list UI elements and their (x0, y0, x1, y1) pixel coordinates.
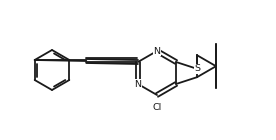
Text: S: S (194, 64, 200, 73)
Text: N: N (134, 80, 141, 88)
Text: Cl: Cl (152, 102, 162, 111)
Text: N: N (153, 46, 161, 55)
